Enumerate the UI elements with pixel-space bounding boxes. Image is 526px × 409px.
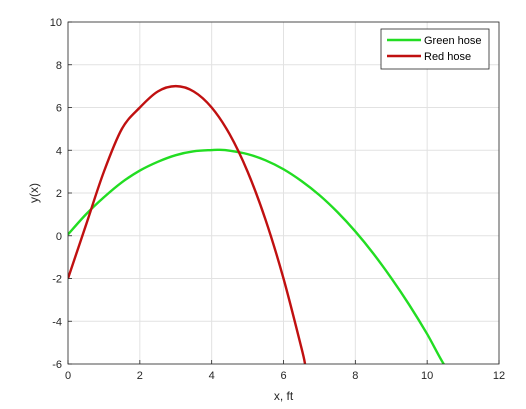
y-tick-label: -2 (52, 274, 62, 286)
y-tick-label: 4 (56, 145, 62, 157)
y-tick-label: 6 (56, 103, 62, 115)
legend: Green hose Red hose (380, 28, 490, 70)
legend-box (380, 28, 490, 70)
x-tick-label: 2 (137, 370, 143, 382)
x-axis-label: x, ft (274, 389, 294, 403)
ticks: 0 2 4 6 8 10 12 -6 -4 -2 0 2 4 6 8 10 (50, 17, 505, 382)
series-group (68, 84, 451, 364)
legend-label: Green hose (424, 35, 481, 47)
x-tick-label: 10 (421, 370, 433, 382)
y-tick-label: 8 (56, 60, 62, 72)
legend-label: Red hose (424, 51, 471, 63)
y-axis-label: y(x) (27, 183, 41, 203)
y-tick-label: 2 (56, 188, 62, 200)
y-tick-label: 10 (50, 17, 62, 29)
x-tick-label: 12 (493, 370, 505, 382)
series-line-1 (68, 148, 451, 364)
y-tick-label: -6 (52, 359, 62, 371)
x-tick-label: 8 (352, 370, 358, 382)
x-tick-label: 6 (280, 370, 286, 382)
series-line-2 (68, 84, 307, 364)
y-tick-label: 0 (56, 231, 62, 243)
x-tick-label: 4 (209, 370, 215, 382)
y-tick-label: -4 (52, 316, 62, 328)
x-tick-label: 0 (65, 370, 71, 382)
